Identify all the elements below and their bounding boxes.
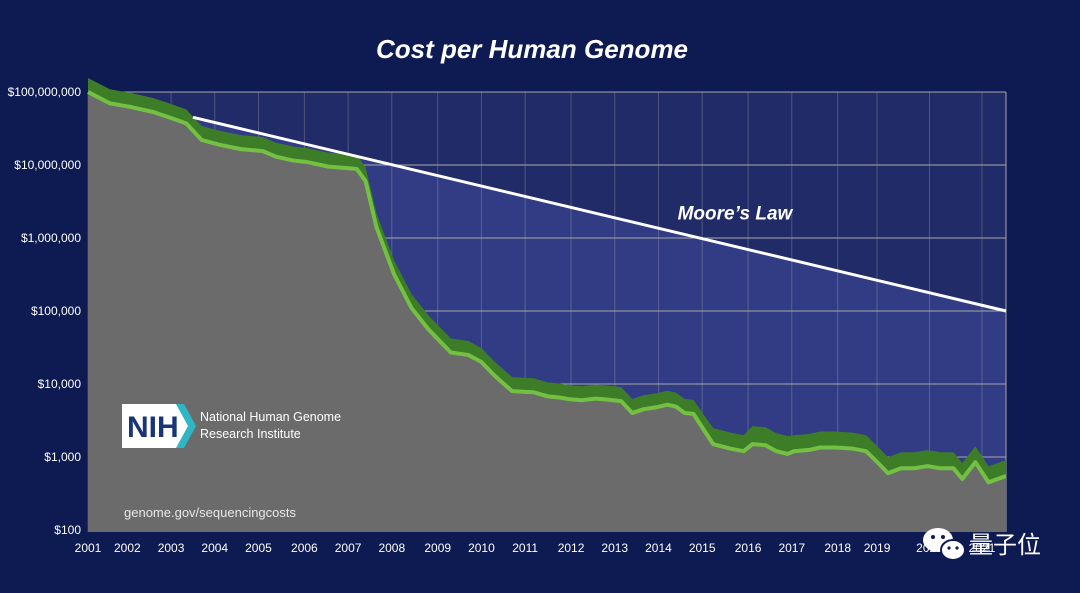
x-tick-label-15: 2016 [735, 541, 762, 555]
y-axis-ticks: $100,000,000 $10,000,000 $1,000,000 $100,00… [8, 85, 82, 537]
nih-logo-line-2: Research Institute [200, 427, 301, 441]
moores-law-label: Moore’s Law [678, 203, 794, 224]
nih-logo: NIH National Human Genome Research Insti… [122, 404, 341, 448]
x-tick-label-12: 2013 [601, 541, 628, 555]
x-tick-label-0: 2001 [75, 541, 102, 555]
nih-logo-chevron [176, 404, 196, 448]
watermark: 量子位 [923, 528, 1041, 561]
y-tick-label-4: $10,000 [38, 377, 82, 391]
x-tick-label-14: 2015 [689, 541, 716, 555]
x-tick-label-6: 2007 [335, 541, 362, 555]
wechat-icon [923, 528, 966, 561]
y-tick-label-6: $100 [54, 523, 81, 537]
y-tick-label-5: $1,000 [44, 450, 81, 464]
nih-logo-badge [122, 404, 190, 448]
cost-area [88, 92, 1006, 532]
x-tick-label-4: 2005 [245, 541, 272, 555]
nih-logo-line-1: National Human Genome [200, 410, 341, 424]
x-tick-label-13: 2014 [645, 541, 672, 555]
x-tick-label-18: 2019 [864, 541, 891, 555]
cost-band [88, 78, 1006, 483]
x-tick-label-10: 2011 [512, 541, 538, 555]
source-url: genome.gov/sequencingcosts [124, 505, 297, 520]
x-tick-label-11: 2012 [558, 541, 585, 555]
x-tick-label-3: 2004 [201, 541, 228, 555]
x-tick-label-5: 2006 [291, 541, 318, 555]
moores-law-line [192, 115, 1007, 313]
nih-logo-mark: NIH [127, 411, 179, 444]
x-tick-label-1: 2002 [114, 541, 141, 555]
y-tick-label-1: $10,000,000 [14, 158, 81, 172]
watermark-text: 量子位 [969, 531, 1041, 559]
x-tick-label-9: 2010 [468, 541, 495, 555]
cost-line [87, 90, 1007, 485]
x-tick-label-16: 2017 [778, 541, 805, 555]
x-tick-label-20: 2021 [969, 541, 996, 555]
x-tick-label-7: 2008 [378, 541, 405, 555]
y-tick-label-0: $100,000,000 [8, 85, 82, 99]
y-tick-label-2: $1,000,000 [21, 231, 81, 245]
x-axis-ticks: 2001 2002 2003 2004 2005 2006 2007 2008 2009 2010… [75, 541, 996, 555]
x-tick-label-2: 2003 [158, 541, 185, 555]
moore-gap-fill [192, 117, 1006, 483]
x-tick-label-8: 2009 [424, 541, 451, 555]
chart-title: Cost per Human Genome [376, 34, 688, 64]
y-tick-label-3: $100,000 [31, 304, 81, 318]
x-tick-label-17: 2018 [824, 541, 851, 555]
